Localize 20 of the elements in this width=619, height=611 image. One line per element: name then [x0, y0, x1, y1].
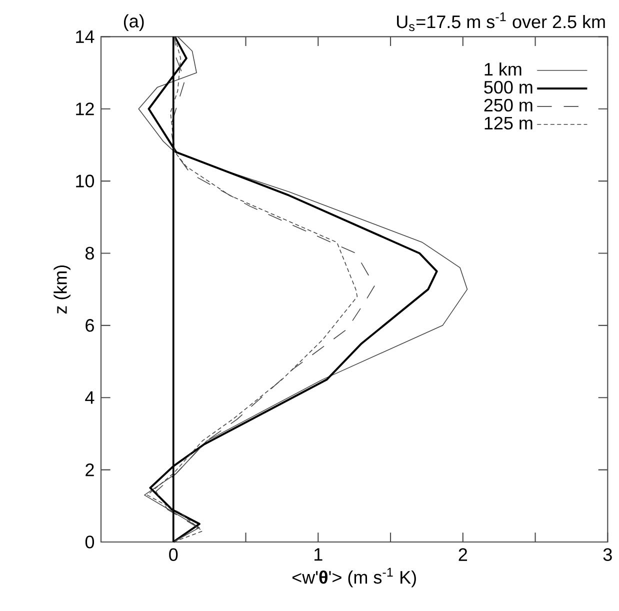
y-tick-label: 2 [86, 464, 94, 476]
y-tick-label: 14 [76, 30, 94, 43]
y-tick-label: 12 [76, 102, 94, 116]
legend-label: 250 m [484, 98, 532, 112]
x-tick-label: 1 [314, 548, 322, 561]
y-tick-label: 8 [86, 246, 94, 260]
legend-label: 125 m [484, 116, 532, 130]
x-axis-title: <w'θ'> (m s$^{-1}$ K) [292, 568, 416, 588]
x-tick-label: 2 [458, 548, 468, 561]
legend-label: 500 m [484, 80, 532, 94]
x-tick-label: 0 [169, 548, 178, 561]
y-axis-title: z (km) [54, 265, 70, 314]
x-tick-label: 3 [603, 548, 612, 561]
y-tick-label: 0 [85, 536, 94, 548]
y-tick-label: 10 [76, 174, 94, 188]
y-tick-label: 6 [86, 319, 94, 332]
chart-title: U$_{s}$=17.5 m s$^{-1}$ over 2.5 km [397, 12, 605, 32]
legend-label: 1 km [484, 62, 522, 76]
text: (a) [124, 14, 144, 32]
y-tick-label: 4 [85, 391, 94, 404]
